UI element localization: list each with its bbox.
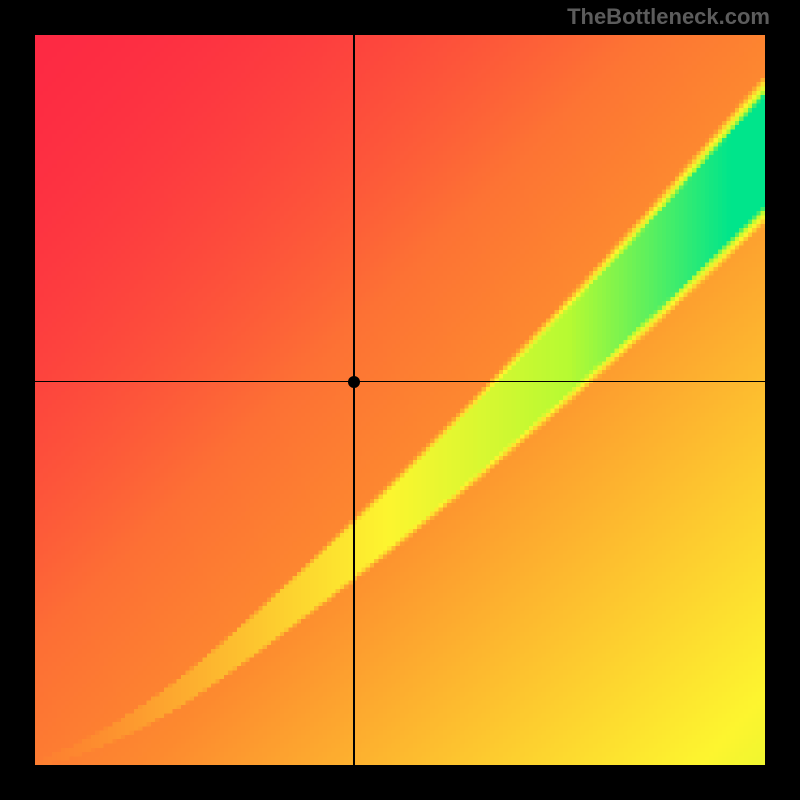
heatmap-plot-area [35,35,765,765]
watermark-text: TheBottleneck.com [567,4,770,30]
chart-frame: TheBottleneck.com [0,0,800,800]
heatmap-canvas [35,35,765,765]
